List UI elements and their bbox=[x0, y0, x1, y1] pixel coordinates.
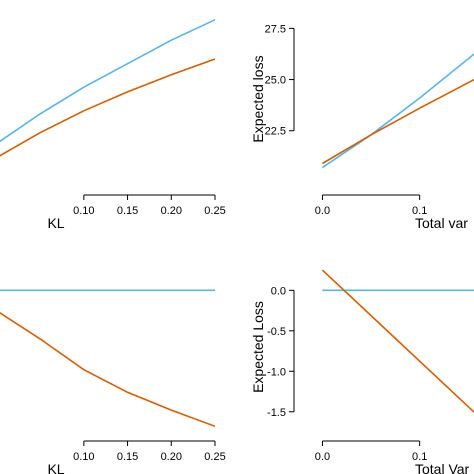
x-tick-label: 0.1 bbox=[412, 451, 427, 463]
x-tick-label: 0.1 bbox=[412, 205, 427, 217]
series-line-blue bbox=[321, 53, 474, 169]
series-line-orange bbox=[321, 269, 474, 414]
y-tick-label: 22.5 bbox=[265, 126, 286, 138]
x-axis-label: Total Var bbox=[415, 461, 470, 474]
chart-panel-1: 0.10 0.15 0.20 0.25 KL bbox=[0, 19, 226, 231]
x-tick-label: 0.0 bbox=[315, 451, 330, 463]
y-tick-label: -1.5 bbox=[267, 407, 286, 419]
series-line-orange bbox=[321, 78, 474, 165]
series-line-orange bbox=[0, 58, 215, 157]
x-tick-label: 0.15 bbox=[117, 451, 138, 463]
x-tick-label: 0.10 bbox=[73, 451, 94, 463]
y-tick-label: 25.0 bbox=[265, 75, 286, 87]
y-tick-label: -1.0 bbox=[267, 366, 286, 378]
series-line-blue bbox=[0, 19, 215, 143]
x-tick-label: 0.20 bbox=[161, 451, 182, 463]
series-line-orange bbox=[0, 311, 215, 428]
x-axis-label: KL bbox=[47, 461, 64, 474]
y-tick-label: 0.0 bbox=[271, 285, 286, 297]
x-axis-label: KL bbox=[47, 215, 64, 231]
x-tick-label: 0.10 bbox=[73, 205, 94, 217]
y-axis-label: Expected Loss bbox=[250, 301, 266, 393]
y-axis-label: Expected loss bbox=[250, 55, 266, 142]
x-tick-label: 0.0 bbox=[315, 205, 330, 217]
y-tick-label: 27.5 bbox=[265, 23, 286, 35]
x-axis-label: Total var bbox=[415, 215, 468, 231]
chart-panel-3: 0.10 0.15 0.20 0.25 KL bbox=[0, 289, 226, 474]
x-tick-label: 0.20 bbox=[161, 205, 182, 217]
x-tick-label: 0.25 bbox=[204, 451, 225, 463]
x-tick-label: 0.15 bbox=[117, 205, 138, 217]
x-tick-label: 0.25 bbox=[204, 205, 225, 217]
y-tick-label: -0.5 bbox=[267, 326, 286, 338]
